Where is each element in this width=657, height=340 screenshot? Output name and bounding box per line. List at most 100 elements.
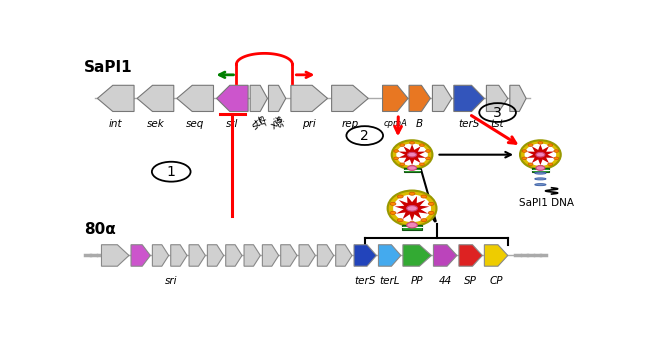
Circle shape (407, 152, 417, 157)
Polygon shape (269, 85, 286, 112)
Polygon shape (317, 245, 334, 266)
Text: str: str (250, 115, 267, 131)
Text: PP: PP (411, 276, 423, 286)
Circle shape (390, 202, 396, 205)
Polygon shape (432, 85, 452, 112)
Ellipse shape (393, 194, 431, 222)
Polygon shape (262, 245, 279, 266)
Polygon shape (299, 245, 315, 266)
Text: xis: xis (273, 114, 285, 129)
Polygon shape (459, 245, 482, 266)
Circle shape (409, 165, 415, 168)
Polygon shape (101, 245, 129, 266)
Circle shape (554, 150, 558, 152)
Circle shape (548, 144, 553, 147)
Ellipse shape (535, 184, 546, 186)
Text: SP: SP (464, 276, 477, 286)
Circle shape (397, 195, 403, 198)
Polygon shape (131, 245, 150, 266)
Circle shape (428, 211, 434, 215)
Text: rep: rep (342, 119, 359, 129)
Text: 1: 1 (167, 165, 175, 179)
Circle shape (538, 165, 543, 168)
Polygon shape (226, 245, 242, 266)
Text: cpmA: cpmA (383, 119, 407, 128)
Bar (404, 168, 420, 172)
Polygon shape (137, 85, 173, 112)
Polygon shape (526, 144, 555, 165)
Circle shape (528, 163, 533, 166)
Circle shape (407, 222, 417, 228)
Text: xis: xis (269, 114, 286, 132)
Circle shape (409, 221, 415, 224)
Polygon shape (398, 144, 426, 165)
Ellipse shape (388, 190, 436, 226)
Polygon shape (454, 85, 484, 112)
Polygon shape (250, 85, 267, 112)
Circle shape (426, 150, 430, 152)
Polygon shape (510, 85, 526, 112)
Polygon shape (177, 85, 214, 112)
Circle shape (419, 163, 424, 166)
Polygon shape (171, 245, 187, 266)
Text: tst: tst (490, 119, 504, 129)
Ellipse shape (535, 172, 546, 174)
Ellipse shape (535, 178, 546, 180)
Bar (532, 168, 549, 172)
Circle shape (394, 150, 399, 152)
Polygon shape (378, 245, 401, 266)
Text: pri: pri (302, 119, 316, 129)
Text: int: int (109, 119, 123, 129)
Polygon shape (336, 245, 352, 266)
Text: 3: 3 (493, 105, 502, 120)
Circle shape (428, 202, 434, 205)
Polygon shape (354, 245, 376, 266)
Circle shape (528, 144, 533, 147)
Text: 2: 2 (360, 129, 369, 142)
Text: stl: stl (226, 119, 238, 129)
Circle shape (400, 144, 405, 147)
Circle shape (390, 211, 396, 215)
Polygon shape (486, 85, 508, 112)
Polygon shape (484, 245, 508, 266)
Circle shape (409, 192, 415, 195)
Text: SaPI1 DNA: SaPI1 DNA (519, 198, 574, 208)
Circle shape (419, 144, 424, 147)
Polygon shape (395, 196, 430, 221)
Polygon shape (152, 245, 169, 266)
Text: CP: CP (489, 276, 503, 286)
Bar (402, 225, 422, 230)
Text: seq: seq (186, 119, 204, 129)
Text: str: str (256, 114, 268, 129)
Text: 44: 44 (438, 276, 452, 286)
Text: 80α: 80α (83, 222, 116, 237)
Text: terS: terS (459, 119, 480, 129)
Polygon shape (332, 85, 369, 112)
Text: terL: terL (379, 276, 400, 286)
Circle shape (421, 195, 427, 198)
Text: sri: sri (165, 276, 177, 286)
Circle shape (421, 219, 427, 222)
Circle shape (538, 142, 543, 144)
Circle shape (536, 166, 545, 170)
Circle shape (407, 206, 417, 211)
Polygon shape (97, 85, 134, 112)
Text: sek: sek (147, 119, 164, 129)
Polygon shape (208, 245, 223, 266)
Circle shape (394, 157, 399, 159)
Polygon shape (403, 245, 432, 266)
Polygon shape (244, 245, 260, 266)
Polygon shape (189, 245, 206, 266)
Polygon shape (434, 245, 457, 266)
Circle shape (522, 157, 527, 159)
Ellipse shape (396, 143, 428, 166)
Circle shape (397, 219, 403, 222)
Circle shape (400, 163, 405, 166)
Circle shape (554, 157, 558, 159)
Text: terS: terS (355, 276, 376, 286)
Ellipse shape (520, 140, 560, 169)
Text: B: B (416, 119, 423, 129)
Circle shape (409, 142, 415, 144)
Circle shape (548, 163, 553, 166)
Circle shape (426, 157, 430, 159)
